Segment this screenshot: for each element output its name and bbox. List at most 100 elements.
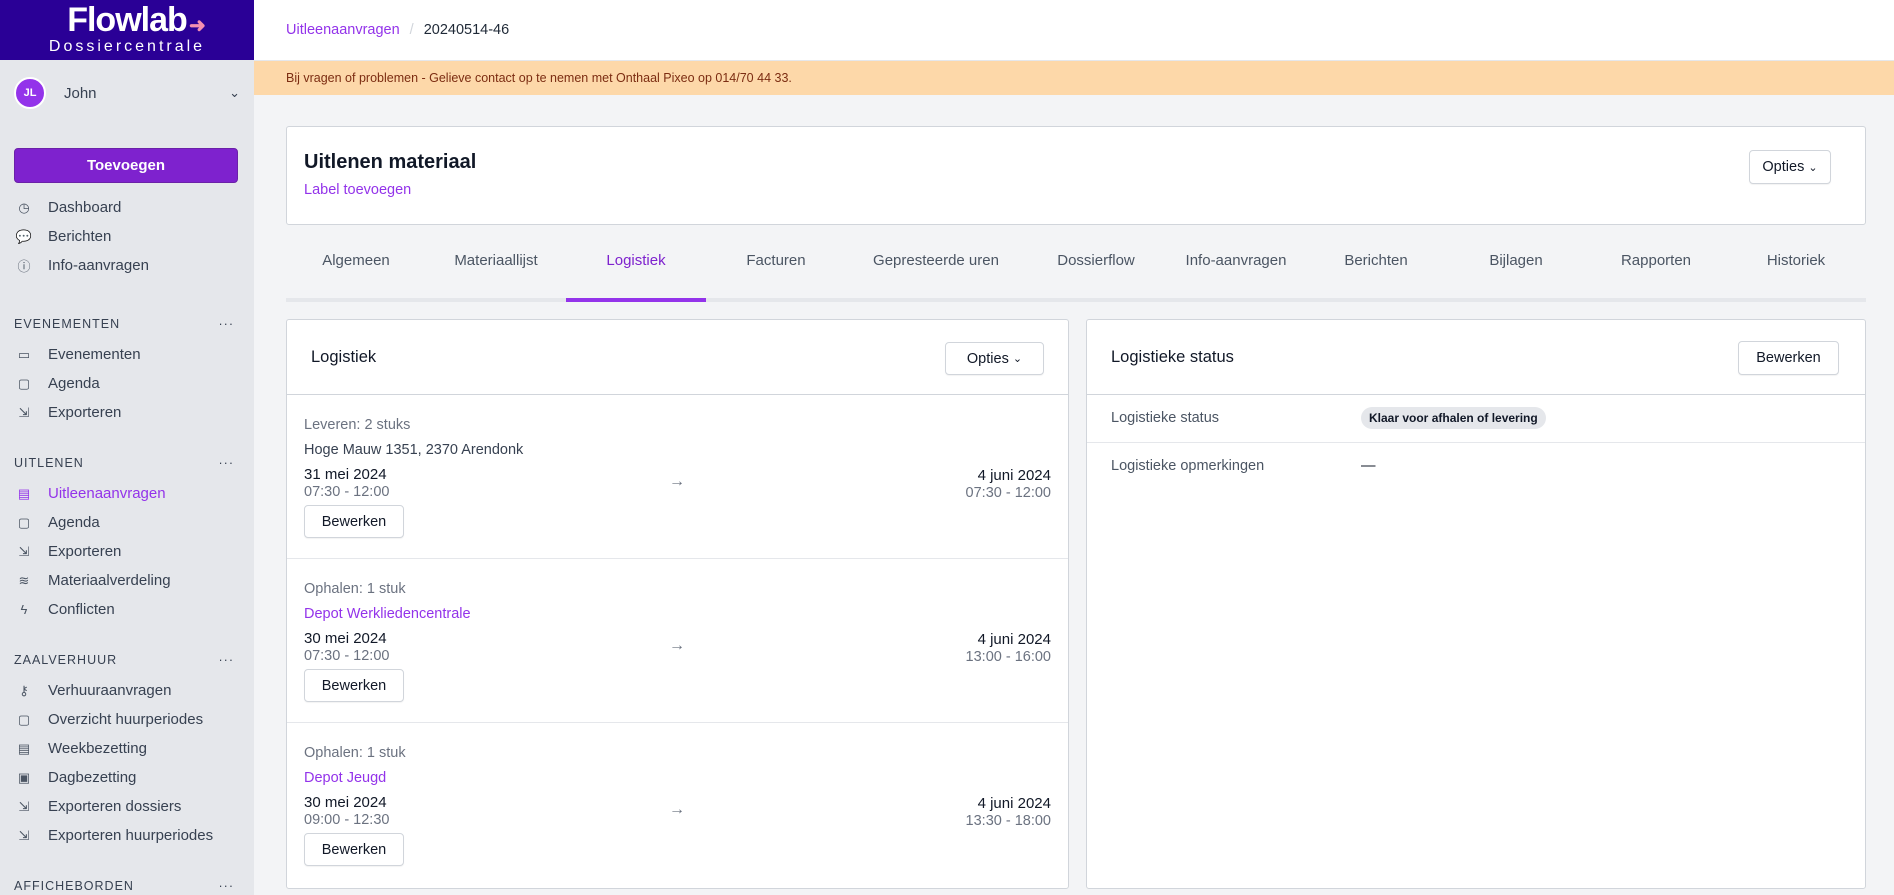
more-icon[interactable]: ··· — [218, 317, 234, 331]
sidebar-item-materiaalverdeling[interactable]: ≋ Materiaalverdeling — [0, 566, 254, 595]
sidebar-item-label: Verhuuraanvragen — [48, 682, 172, 699]
options-button[interactable]: Opties ⌄ — [1749, 150, 1831, 184]
tab-bijlagen[interactable]: Bijlagen — [1489, 252, 1543, 269]
start-time: 09:00 - 12:30 — [304, 812, 390, 828]
sidebar-item-label: Uitleenaanvragen — [48, 485, 166, 502]
tab-rapporten[interactable]: Rapporten — [1620, 252, 1692, 269]
sidebar-item-verhuuraanvragen[interactable]: ⚷ Verhuuraanvragen — [0, 676, 254, 705]
start-time: 07:30 - 12:00 — [304, 484, 390, 500]
tab-gepresteerde-uren[interactable]: Gepresteerde uren — [873, 252, 999, 269]
sidebar-item-label: Exporteren — [48, 404, 122, 421]
exporteren-huurperiodes-icon: ⇲ — [18, 827, 30, 843]
tab-algemeen[interactable]: Algemeen — [322, 252, 390, 269]
row-location[interactable]: Depot Jeugd — [304, 770, 387, 786]
end-time: 07:30 - 12:00 — [965, 485, 1051, 501]
end-date: 4 juni 2024 — [977, 795, 1051, 812]
row-location[interactable]: Depot Werkliedencentrale — [304, 606, 471, 622]
section-title: AFFICHEBORDEN — [14, 879, 134, 893]
edit-button[interactable]: Bewerken — [304, 505, 404, 538]
logistics-options-button[interactable]: Opties ⌄ — [945, 342, 1044, 375]
chevron-down-icon: ⌄ — [1012, 353, 1023, 365]
sidebar-item-label: Agenda — [48, 514, 100, 531]
agenda-icon: ▢ — [17, 514, 31, 530]
user-name: John — [64, 84, 97, 102]
tab-logistiek[interactable]: Logistiek — [566, 242, 706, 302]
sidebar-item-label: Conflicten — [48, 601, 115, 618]
tab-dossierflow[interactable]: Dossierflow — [1057, 252, 1135, 269]
sidebar-item-uitleenaanvragen[interactable]: ▤ Uitleenaanvragen — [0, 479, 254, 508]
sidebar-item-berichten[interactable]: 💬 Berichten — [0, 222, 254, 251]
start-date: 30 mei 2024 — [304, 630, 387, 647]
sidebar-item-agenda[interactable]: ▢ Agenda — [0, 508, 254, 537]
dossier-header: Uitlenen materiaal Label toevoegen Optie… — [286, 126, 1866, 225]
logistics-row: Leveren: 2 stuks Hoge Mauw 1351, 2370 Ar… — [287, 395, 1068, 559]
sidebar-item-overzicht-huurperiodes[interactable]: ▢ Overzicht huurperiodes — [0, 705, 254, 734]
add-button[interactable]: Toevoegen — [14, 148, 238, 183]
user-menu[interactable]: JL John ⌄ — [0, 60, 254, 126]
row-kind: Leveren: 2 stuks — [304, 417, 411, 433]
sidebar-item-conflicten[interactable]: ϟ Conflicten — [0, 595, 254, 624]
exporteren-dossiers-icon: ⇲ — [18, 798, 30, 814]
verhuuraanvragen-icon: ⚷ — [19, 682, 29, 698]
more-icon[interactable]: ··· — [218, 456, 234, 470]
chevron-down-icon[interactable]: ⌄ — [229, 85, 240, 100]
sidebar-section-afficheborden: AFFICHEBORDEN ··· — [0, 876, 254, 895]
more-icon[interactable]: ··· — [218, 879, 234, 893]
chevron-down-icon: ⌄ — [1808, 161, 1818, 174]
edit-button[interactable]: Bewerken — [304, 833, 404, 866]
end-time: 13:30 - 18:00 — [965, 813, 1051, 829]
status-title: Logistieke status — [1111, 348, 1234, 366]
sidebar-item-evenementen[interactable]: ▭ Evenementen — [0, 340, 254, 369]
remarks-value: — — [1361, 458, 1376, 474]
logistics-card: Logistiek Opties ⌄ Leveren: 2 stuks Hoge… — [286, 319, 1069, 889]
section-title: ZAALVERHUUR — [14, 653, 118, 667]
logistics-row: Ophalen: 1 stuk Depot Jeugd 30 mei 2024 … — [287, 723, 1068, 887]
materiaalverdeling-icon: ≋ — [18, 572, 30, 588]
logo[interactable]: Flowlab ➜ Dossiercentrale — [0, 0, 254, 60]
tab-berichten[interactable]: Berichten — [1344, 252, 1408, 269]
sidebar-item-label: Evenementen — [48, 346, 141, 363]
arrow-right-icon: → — [669, 473, 685, 490]
sidebar: Flowlab ➜ Dossiercentrale JL John ⌄ Toevo… — [0, 0, 254, 895]
sidebar-item-weekbezetting[interactable]: ▤ Weekbezetting — [0, 734, 254, 763]
evenementen-icon: ▭ — [17, 346, 31, 362]
chat-icon: 💬 — [15, 228, 33, 244]
logistics-row: Ophalen: 1 stuk Depot Werkliedencentrale… — [287, 559, 1068, 723]
end-time: 13:00 - 16:00 — [965, 649, 1051, 665]
options-label: Opties — [966, 350, 1009, 367]
dagbezetting-icon: ▣ — [17, 769, 31, 785]
logo-subtitle: Dossiercentrale — [48, 38, 206, 55]
tab-historiek[interactable]: Historiek — [1766, 252, 1826, 269]
more-icon[interactable]: ··· — [218, 653, 234, 667]
overzicht-huurperiodes-icon: ▢ — [17, 711, 31, 727]
add-label-link[interactable]: Label toevoegen — [304, 182, 412, 198]
sidebar-item-exporteren-huurperiodes[interactable]: ⇲ Exporteren huurperiodes — [0, 821, 254, 850]
sidebar-item-exporteren[interactable]: ⇲ Exporteren — [0, 398, 254, 427]
status-edit-button[interactable]: Bewerken — [1738, 341, 1839, 375]
sidebar-section-uitlenen: UITLENEN ··· — [0, 453, 254, 473]
end-date: 4 juni 2024 — [977, 631, 1051, 648]
logistics-status-card: Logistieke status Bewerken Logistieke st… — [1086, 319, 1866, 889]
status-label: Logistieke status — [1111, 410, 1220, 426]
tab-bar: Algemeen Materiaallijst Logistiek Facturen G… — [286, 242, 1866, 302]
sidebar-item-label: Exporteren huurperiodes — [48, 827, 214, 844]
section-title: EVENEMENTEN — [14, 317, 121, 331]
agenda-icon: ▢ — [17, 375, 31, 391]
edit-button[interactable]: Bewerken — [304, 669, 404, 702]
sidebar-item-agenda[interactable]: ▢ Agenda — [0, 369, 254, 398]
row-kind: Ophalen: 1 stuk — [304, 581, 406, 597]
breadcrumb-parent[interactable]: Uitleenaanvragen — [286, 22, 400, 38]
sidebar-item-label: Info-aanvragen — [48, 257, 149, 274]
tab-info-aanvragen[interactable]: Info-aanvragen — [1185, 252, 1287, 269]
sidebar-item-info-aanvragen[interactable]: ⓘ Info-aanvragen — [0, 251, 254, 280]
status-row: Logistieke status Klaar voor afhalen of … — [1087, 395, 1865, 443]
sidebar-item-exporteren-dossiers[interactable]: ⇲ Exporteren dossiers — [0, 792, 254, 821]
sidebar-item-dagbezetting[interactable]: ▣ Dagbezetting — [0, 763, 254, 792]
tab-facturen[interactable]: Facturen — [746, 252, 806, 269]
sidebar-item-exporteren[interactable]: ⇲ Exporteren — [0, 537, 254, 566]
row-kind: Ophalen: 1 stuk — [304, 745, 406, 761]
logo-arrow-icon: ➜ — [189, 15, 206, 37]
tab-materiaallijst[interactable]: Materiaallijst — [454, 252, 538, 269]
sidebar-item-dashboard[interactable]: ◷ Dashboard — [0, 193, 254, 222]
weekbezetting-icon: ▤ — [17, 740, 31, 756]
